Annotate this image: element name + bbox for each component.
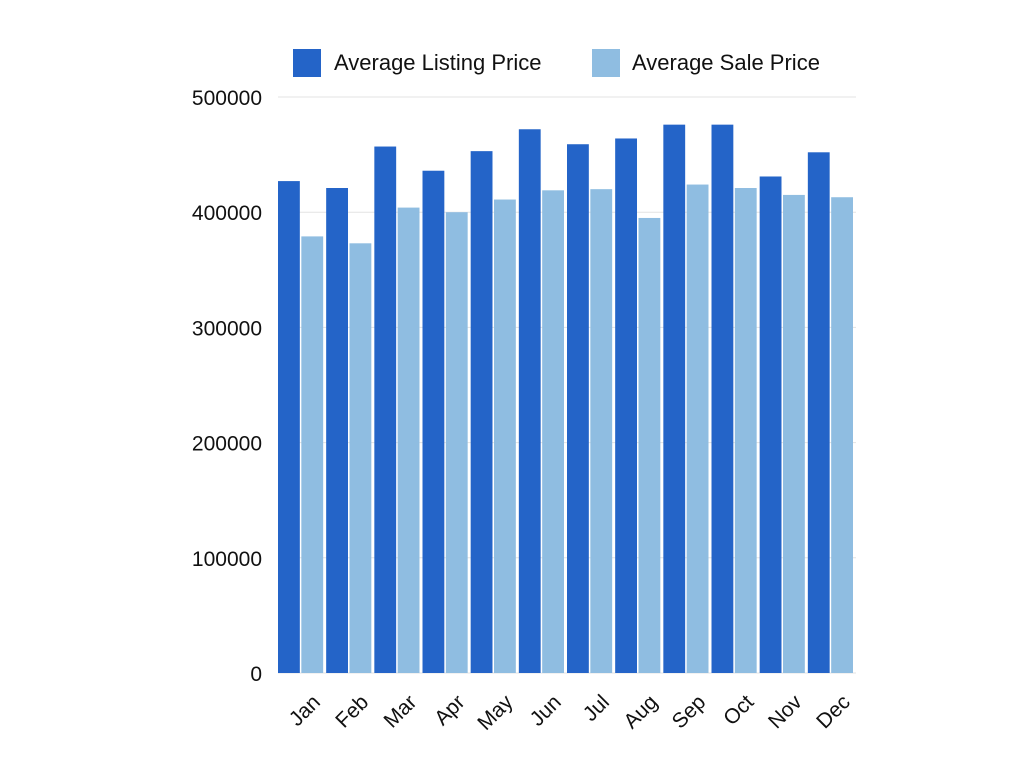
listing-price-bar [759, 176, 782, 673]
listing-price-bar [663, 124, 686, 673]
sale-price-bar [734, 188, 757, 673]
x-tick-label: Apr [430, 691, 469, 730]
listing-price-bar [615, 138, 637, 674]
y-tick-label: 400000 [192, 202, 262, 225]
sale-price-bar [638, 217, 661, 673]
listing-price-bar [567, 144, 589, 673]
listing-price-bar [422, 170, 445, 673]
listing-price-bar [278, 181, 300, 673]
x-tick-label: Feb [331, 691, 373, 733]
sale-price-bar [590, 189, 613, 673]
listing-price-bar [470, 151, 493, 674]
x-tick-label: Jul [579, 691, 614, 726]
legend: Average Listing Price Average Sale Price [293, 49, 820, 77]
sale-price-bar [445, 212, 468, 673]
x-tick-label: May [473, 690, 518, 735]
listing-price-bar [518, 129, 541, 674]
y-tick-label: 200000 [192, 433, 262, 456]
sale-price-bar [686, 184, 709, 673]
listing-price-bar [326, 188, 348, 673]
sale-price-bar [831, 197, 853, 673]
legend-label: Average Listing Price [334, 50, 542, 75]
sale-price-bar [542, 190, 564, 673]
x-tick-label: Dec [812, 691, 855, 734]
x-tick-label: Jun [526, 691, 566, 731]
y-tick-label: 300000 [192, 317, 262, 340]
bars [278, 124, 853, 674]
sale-price-bar [494, 199, 516, 673]
x-tick-label: Jan [285, 691, 325, 731]
x-axis: Jan Feb Mar Apr May Jun Jul Aug Sep Oct Nov Dec [285, 690, 855, 735]
sale-price-bar [301, 236, 324, 673]
listing-price-bar [711, 124, 734, 673]
x-tick-label: Mar [379, 691, 421, 733]
y-tick-label: 0 [250, 663, 262, 686]
listing-price-bar [374, 146, 397, 673]
x-tick-label: Aug [619, 691, 662, 734]
y-axis: 0 100000 200000 300000 400000 500000 [192, 87, 262, 686]
sale-price-bar [783, 194, 805, 674]
legend-swatch [592, 49, 620, 77]
legend-label: Average Sale Price [632, 50, 820, 75]
listing-price-bar [807, 152, 830, 673]
legend-swatch [293, 49, 321, 77]
x-tick-label: Sep [668, 691, 711, 734]
x-tick-label: Nov [764, 690, 807, 733]
sale-price-bar [397, 207, 420, 674]
y-tick-label: 500000 [192, 87, 262, 110]
sale-price-bar [349, 243, 372, 673]
y-tick-label: 100000 [192, 548, 262, 571]
x-tick-label: Oct [719, 691, 758, 730]
